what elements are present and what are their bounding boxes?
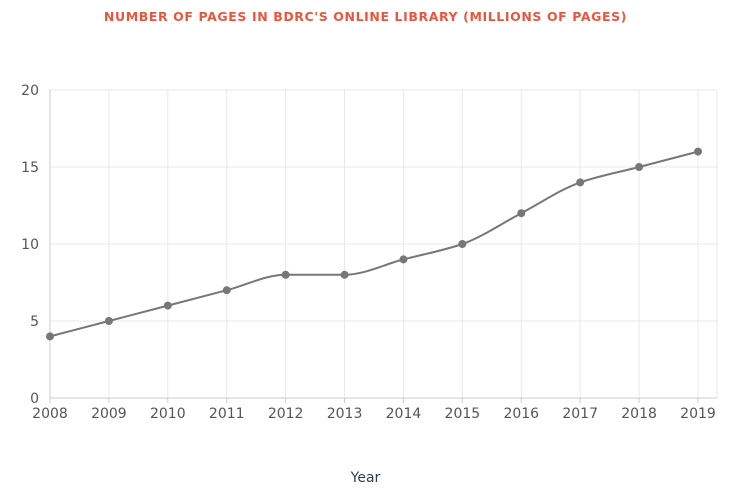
x-tick-label: 2016 xyxy=(503,406,539,422)
grid-lines xyxy=(49,89,718,398)
data-point-2012[interactable] xyxy=(281,270,290,279)
data-point-2019[interactable] xyxy=(694,147,702,156)
chart-title: NUMBER OF PAGES IN BDRC'S ONLINE LIBRARY… xyxy=(103,9,628,24)
y-tick-label: 5 xyxy=(30,314,39,330)
y-tick-labels: 0 5 10 15 20 xyxy=(21,83,39,407)
data-point-2017[interactable] xyxy=(576,178,585,187)
data-point-2010[interactable] xyxy=(163,301,172,310)
x-tick-label: 2014 xyxy=(386,406,422,422)
data-point-2016[interactable] xyxy=(517,209,526,218)
x-tick-label: 2009 xyxy=(91,406,127,422)
y-tick-label: 10 xyxy=(21,237,39,253)
y-tick-label: 20 xyxy=(21,83,39,99)
x-tick-label: 2011 xyxy=(209,406,245,422)
data-point-2013[interactable] xyxy=(340,270,349,279)
y-tick-label: 15 xyxy=(21,160,39,176)
data-point-2008[interactable] xyxy=(46,332,54,341)
data-point-2015[interactable] xyxy=(458,240,467,248)
data-point-2018[interactable] xyxy=(635,163,644,171)
x-tick-label: 2008 xyxy=(32,406,68,422)
axes xyxy=(49,90,717,403)
x-tick-label: 2018 xyxy=(621,406,657,422)
x-tick-label: 2017 xyxy=(562,406,598,422)
x-tick-label: 2010 xyxy=(150,406,186,422)
x-tick-label: 2013 xyxy=(327,406,363,422)
x-tick-labels: 2008 2009 2010 2011 2012 2013 2014 2015 2016 2017… xyxy=(32,406,716,422)
x-axis-label: Year xyxy=(350,470,381,486)
x-tick-label: 2015 xyxy=(445,406,481,422)
x-tick-label: 2012 xyxy=(268,406,304,422)
data-point-2014[interactable] xyxy=(399,255,408,264)
data-point-2009[interactable] xyxy=(104,317,113,325)
series-layer xyxy=(46,147,702,341)
x-tick-label: 2019 xyxy=(680,406,716,422)
data-point-2011[interactable] xyxy=(222,286,231,295)
y-tick-label: 0 xyxy=(30,391,39,407)
